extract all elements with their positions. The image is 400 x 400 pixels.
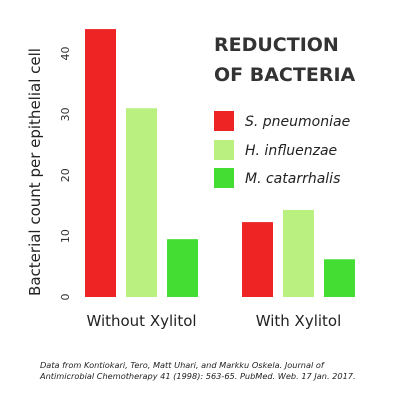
y-tick-label: 30: [59, 107, 72, 121]
legend-label: H. influenzae: [245, 143, 337, 159]
y-axis-label: Bacterial count per epithelial cell: [26, 48, 44, 296]
legend-swatch: [214, 140, 234, 160]
legend: S. pneumoniae H. influenzae M. catarrhalis: [214, 111, 350, 188]
y-tick-label: 40: [59, 46, 72, 60]
bar: [324, 259, 355, 297]
bar: [126, 108, 157, 297]
y-tick-label: 10: [59, 229, 72, 243]
chart-title-line-1: REDUCTION: [214, 34, 339, 56]
x-category-label: Without Xylitol: [86, 312, 196, 330]
y-tick-label: 20: [59, 168, 72, 182]
legend-swatch: [214, 168, 234, 188]
legend-label: S. pneumoniae: [245, 114, 350, 130]
x-axis-categories: Without Xylitol With Xylitol: [86, 312, 341, 330]
y-axis-ticks: 0 10 20 30 40: [59, 46, 72, 300]
bar: [283, 209, 314, 297]
bars-layer: [85, 29, 355, 297]
source-note: Data from Kontiokari, Tero, Matt Uhari, …: [40, 360, 356, 381]
chart-title-line-2: OF BACTERIA: [214, 64, 356, 86]
bar: [85, 29, 116, 297]
legend-swatch: [214, 111, 234, 131]
bar: [242, 222, 273, 297]
x-category-label: With Xylitol: [256, 312, 342, 330]
bar: [167, 239, 198, 297]
legend-label: M. catarrhalis: [245, 171, 340, 187]
y-tick-label: 0: [59, 294, 72, 301]
